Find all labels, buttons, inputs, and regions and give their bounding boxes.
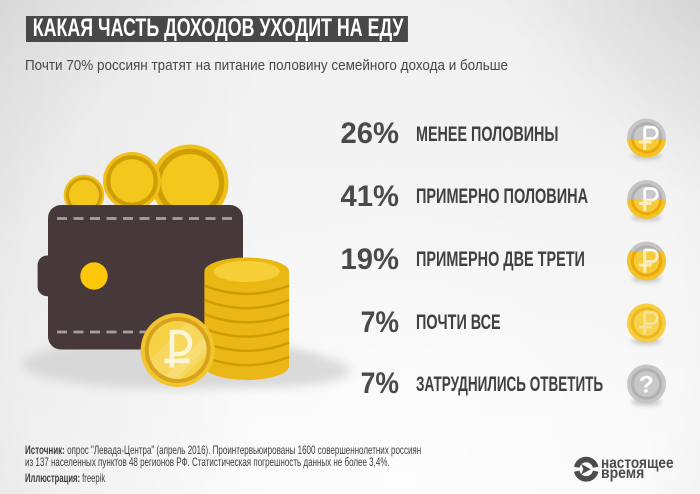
- svg-text:?: ?: [639, 372, 654, 399]
